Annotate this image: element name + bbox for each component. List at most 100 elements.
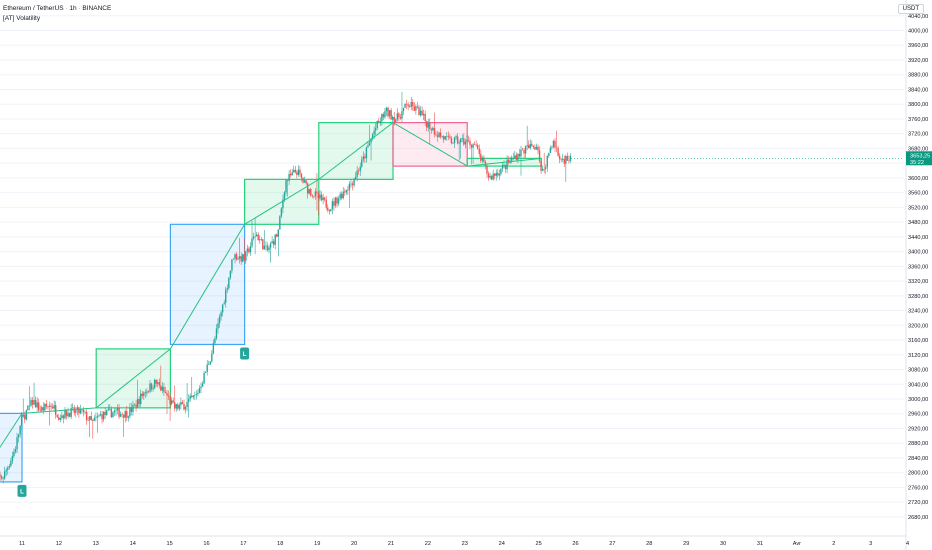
candle-body — [317, 192, 320, 199]
currency-button[interactable]: USDT — [897, 4, 924, 14]
candle-body — [177, 404, 179, 409]
candle-body — [204, 371, 207, 373]
candle-body — [331, 201, 334, 210]
time-tick-label: 24 — [499, 541, 505, 547]
price-tick-label: 2760,00 — [908, 485, 928, 491]
candle-body — [405, 103, 408, 105]
candle-body — [534, 147, 536, 150]
candle-body — [487, 173, 490, 178]
candle-body — [347, 190, 349, 191]
candle-body — [85, 412, 88, 421]
candle-body — [310, 188, 312, 196]
candle-body — [206, 364, 208, 372]
candle-body — [558, 155, 561, 160]
time-tick-label: 14 — [130, 541, 136, 547]
candle-body — [494, 173, 496, 176]
candle-body — [220, 312, 222, 317]
candle-body — [436, 135, 439, 137]
candle-body — [421, 110, 423, 116]
candle-body — [274, 234, 276, 245]
candle-body — [194, 394, 196, 396]
price-tick-label: 3560,00 — [908, 191, 928, 197]
candle-body — [333, 201, 335, 206]
candle-body — [203, 372, 205, 384]
candle-body — [51, 406, 54, 409]
candle-body — [328, 210, 331, 212]
time-tick-label: 28 — [646, 541, 652, 547]
candle-body — [251, 238, 253, 247]
time-tick-label: 2 — [832, 541, 835, 547]
candle-body — [54, 405, 57, 416]
candle-body — [305, 180, 307, 184]
candle-body — [249, 246, 252, 253]
candle-body — [288, 173, 290, 181]
price-tick-label: 2920,00 — [908, 426, 928, 432]
candle-body — [104, 411, 106, 415]
time-tick-label: 21 — [388, 541, 394, 547]
candle-body — [31, 399, 34, 405]
candle-body — [319, 194, 321, 199]
price-tick-label: 4000,00 — [908, 29, 928, 35]
candle-body — [293, 169, 295, 173]
price-tick-label: 3280,00 — [908, 294, 928, 300]
trend-lines — [0, 122, 542, 449]
price-tick-label: 3400,00 — [908, 250, 928, 256]
candle-body — [201, 383, 204, 387]
candle-body — [481, 157, 484, 161]
candle-body — [395, 119, 397, 123]
candle-body — [463, 138, 465, 145]
candle-body — [129, 407, 131, 417]
candle-body — [373, 130, 375, 135]
candle-body — [314, 191, 317, 197]
candle-body — [478, 148, 480, 154]
time-axis[interactable]: 11 12 13 14 15 16 17 18 19 20 21 22 23 24 25 26 27 28 29 30… — [0, 535, 909, 547]
interval[interactable]: 1h — [69, 5, 77, 12]
candle-body — [11, 456, 14, 461]
candle-body — [524, 146, 527, 154]
candle-body — [323, 197, 326, 200]
candle-body — [144, 392, 147, 394]
candle-body — [178, 405, 181, 409]
price-tick-label: 3920,00 — [908, 58, 928, 64]
indicator-name[interactable]: [AT] Volatility — [3, 15, 41, 22]
price-tick-label: 3800,00 — [908, 102, 928, 108]
candle-body — [398, 113, 400, 118]
candle-body — [503, 164, 505, 166]
candle-body — [473, 144, 476, 145]
candle-body — [223, 302, 225, 305]
candle-body — [528, 145, 530, 149]
candle-body — [461, 138, 463, 139]
price-tick-label: 2880,00 — [908, 441, 928, 447]
candle-body — [113, 410, 116, 413]
candle-body — [430, 129, 433, 131]
candle-body — [455, 136, 457, 138]
candle-body — [477, 145, 479, 149]
price-axis[interactable]: 4040,00 4000,00 3960,00 3920,00 3880,00 3840,… — [905, 0, 928, 550]
candle-body — [37, 402, 40, 411]
time-tick-label: 23 — [462, 541, 468, 547]
candle-body — [379, 121, 382, 123]
candle-body — [507, 159, 510, 163]
candle-body — [155, 379, 157, 384]
candle-body — [72, 407, 74, 409]
candle-body — [221, 304, 224, 313]
candle-body — [280, 208, 283, 217]
candle-body — [136, 398, 139, 408]
symbol-name[interactable]: Ethereum / TetherUS — [3, 5, 64, 12]
candle-body — [123, 414, 125, 418]
candle-body — [68, 412, 71, 417]
candle-body — [418, 107, 420, 116]
candle-body — [39, 410, 41, 411]
candle-body — [396, 113, 399, 120]
candle-body — [93, 418, 96, 421]
candle-body — [184, 406, 187, 410]
candle-body — [228, 277, 230, 289]
candle-body — [170, 400, 173, 404]
price-tick-label: 2800,00 — [908, 471, 928, 477]
candle-body — [56, 415, 58, 418]
candle-body — [50, 405, 52, 407]
separator-2: · — [78, 5, 83, 12]
candle-body — [296, 172, 298, 175]
candle-body — [102, 411, 105, 420]
